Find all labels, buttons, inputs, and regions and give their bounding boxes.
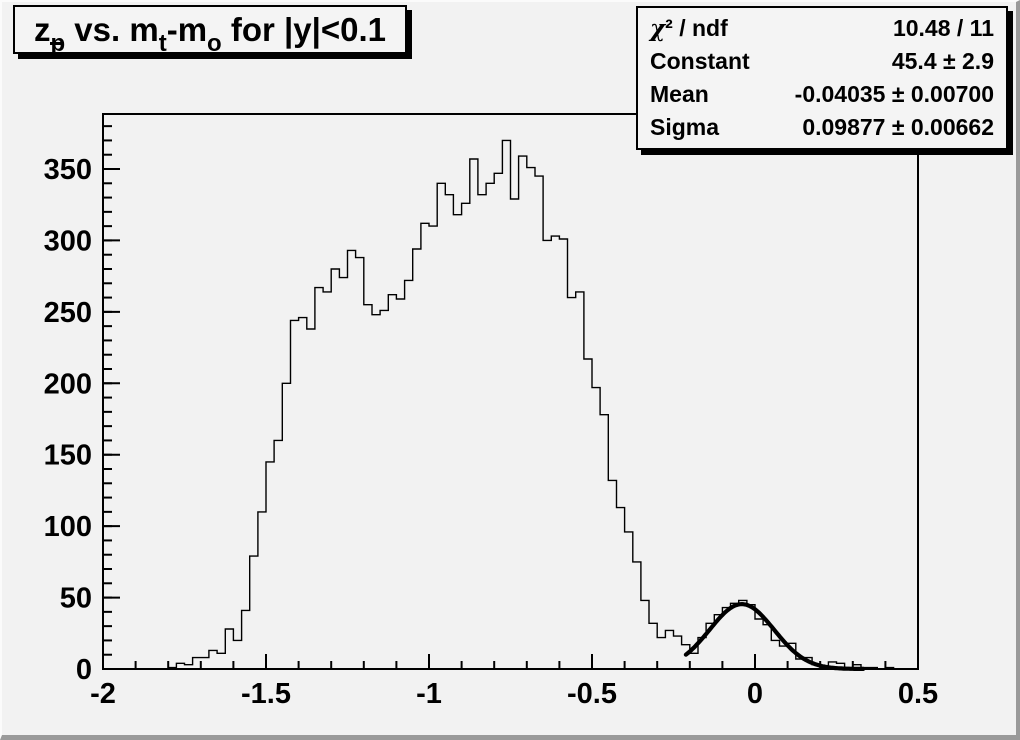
title-text-segment: -m <box>166 10 208 48</box>
title-subscript: o <box>207 29 222 57</box>
y-tick-label: 150 <box>44 440 92 472</box>
stats-label: Mean <box>650 81 709 107</box>
x-tick-label: -1.5 <box>241 678 291 710</box>
stats-row: χ² / ndf 10.48 / 11 <box>638 13 1006 44</box>
x-tick-label: 0.5 <box>898 678 938 710</box>
y-tick-label: 200 <box>44 368 92 400</box>
y-tick-label: 250 <box>44 297 92 329</box>
chart-title-box[interactable]: zp vs. mt-mo for |y|<0.1 <box>13 5 407 57</box>
title-text-segment: vs. m <box>65 10 159 48</box>
x-tick-label: 0 <box>747 678 763 710</box>
stats-label: Sigma <box>650 114 720 140</box>
fit-stats-box[interactable]: χ² / ndf 10.48 / 11 Constant 45.4 ± 2.9 Mean… <box>636 6 1008 150</box>
stats-row: Mean -0.04035 ± 0.00700 <box>638 79 1006 110</box>
stats-label: χ² / ndf <box>650 15 728 42</box>
y-tick-label: 100 <box>44 511 92 543</box>
gaussian-fit-curve[interactable] <box>683 601 866 671</box>
x-tick-label: -2 <box>90 678 116 710</box>
x-tick-label: -1 <box>416 678 442 710</box>
stats-label: Constant <box>650 48 750 74</box>
histogram-step-line[interactable] <box>103 139 918 670</box>
chart-title: zp vs. mt-mo for |y|<0.1 <box>33 10 387 57</box>
y-tick-label: 50 <box>60 583 92 615</box>
y-axis: 0 50 100 150 200 250 300 350 <box>44 125 120 686</box>
stats-row: Constant 45.4 ± 2.9 <box>638 46 1006 77</box>
stats-value: -0.04035 ± 0.00700 <box>794 81 994 107</box>
x-tick-label: -0.5 <box>567 678 617 710</box>
stats-value: 45.4 ± 2.9 <box>891 48 994 74</box>
stats-row: Sigma 0.09877 ± 0.00662 <box>638 112 1006 143</box>
x-axis: -2 -1.5 -1 -0.5 0 0.5 <box>90 654 938 710</box>
y-tick-label: 350 <box>44 154 92 186</box>
title-text-segment: z <box>33 10 51 48</box>
plot-frame[interactable] <box>102 113 919 670</box>
title-subscript: t <box>158 29 167 57</box>
y-tick-label: 300 <box>44 225 92 257</box>
stats-value: 10.48 / 11 <box>892 15 994 41</box>
y-tick-label: 0 <box>76 654 92 686</box>
title-text-segment: for |y|<0.1 <box>221 10 387 48</box>
stats-value: 0.09877 ± 0.00662 <box>802 114 994 140</box>
